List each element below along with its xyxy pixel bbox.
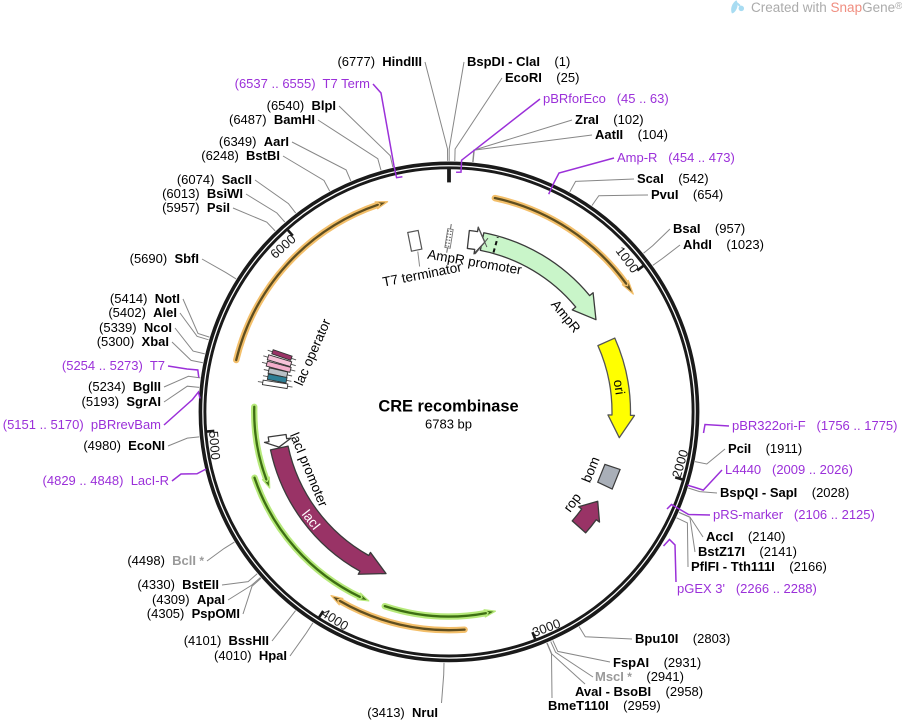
svg-text:(6013) BsiWI: (6013) BsiWI [162,186,243,201]
svg-text:(4330) BstEII: (4330) BstEII [137,577,219,592]
svg-text:pBRforEco (45 .. 63): pBRforEco (45 .. 63) [543,91,669,106]
svg-text:Created with SnapGene®: Created with SnapGene® [751,0,902,15]
svg-text:6783 bp: 6783 bp [425,417,472,432]
svg-text:ori: ori [611,379,628,396]
svg-text:(6349) AarI: (6349) AarI [219,134,289,149]
svg-text:Bpu10I (2803): Bpu10I (2803) [635,631,730,646]
svg-text:(6074) SacII: (6074) SacII [177,172,252,187]
svg-text:(4498) BclI *: (4498) BclI * [127,553,204,568]
svg-text:L4440 (2009 .. 2026): L4440 (2009 .. 2026) [725,462,853,477]
svg-text:(5254 .. 5273) T7: (5254 .. 5273) T7 [62,358,165,373]
svg-text:AccI (2140): AccI (2140) [706,529,786,544]
svg-text:(6777) HindIII: (6777) HindIII [337,54,422,69]
svg-text:(5300) XbaI: (5300) XbaI [97,334,169,349]
svg-text:(4305) PspOMI: (4305) PspOMI [147,606,240,621]
svg-text:(4829 .. 4848) LacI-R: (4829 .. 4848) LacI-R [43,473,169,488]
svg-text:pBR322ori-F (1756 .. 1775): pBR322ori-F (1756 .. 1775) [732,418,897,433]
svg-text:(5151 .. 5170) pBRrevBam: (5151 .. 5170) pBRrevBam [3,417,161,432]
svg-text:(4980) EcoNI: (4980) EcoNI [83,438,165,453]
svg-text:(5402) AleI: (5402) AleI [108,305,177,320]
svg-text:AatII (104): AatII (104) [595,127,668,142]
svg-text:5000: 5000 [206,430,223,460]
svg-text:ScaI (542): ScaI (542) [637,171,709,186]
svg-text:(6487) BamHI: (6487) BamHI [229,112,315,127]
svg-text:PciI (1911): PciI (1911) [728,441,802,456]
svg-text:ZraI (102): ZraI (102) [575,112,644,127]
svg-text:(6248) BstBI: (6248) BstBI [201,148,280,163]
svg-text:pGEX 3' (2266 .. 2288): pGEX 3' (2266 .. 2288) [677,581,817,596]
svg-text:CRE recombinase: CRE recombinase [378,398,518,416]
svg-text:Amp-R (454 .. 473): Amp-R (454 .. 473) [617,150,735,165]
svg-text:(5234) BglII: (5234) BglII [88,379,161,394]
svg-text:AvaI - BsoBI (2958): AvaI - BsoBI (2958) [575,684,703,699]
svg-text:EcoRI (25): EcoRI (25) [505,70,579,85]
svg-text:AhdI (1023): AhdI (1023) [683,237,764,252]
svg-text:(4010) HpaI: (4010) HpaI [214,648,287,663]
svg-text:(4309) ApaI: (4309) ApaI [152,592,225,607]
svg-text:PflFI - Tth111I (2166): PflFI - Tth111I (2166) [691,559,827,574]
svg-text:(4101) BssHII: (4101) BssHII [184,633,269,648]
svg-text:(6537 .. 6555) T7 Term: (6537 .. 6555) T7 Term [235,76,370,91]
svg-text:(5414) NotI: (5414) NotI [110,291,180,306]
svg-text:pRS-marker (2106 .. 2125): pRS-marker (2106 .. 2125) [713,507,875,522]
svg-text:BstZ17I (2141): BstZ17I (2141) [698,544,797,559]
svg-text:BspQI - SapI (2028): BspQI - SapI (2028) [720,485,849,500]
svg-text:(6540) BlpI: (6540) BlpI [267,98,336,113]
svg-text:(5339) NcoI: (5339) NcoI [99,320,172,335]
svg-text:(5193) SgrAI: (5193) SgrAI [82,394,161,409]
svg-text:(5957) PsiI: (5957) PsiI [162,200,230,215]
svg-text:BsaI (957): BsaI (957) [673,221,745,236]
svg-text:(5690) SbfI: (5690) SbfI [130,251,199,266]
svg-text:BspDI - ClaI (1): BspDI - ClaI (1) [467,54,570,69]
svg-text:FspAI (2931): FspAI (2931) [613,655,701,670]
svg-text:MscI * (2941): MscI * (2941) [595,669,684,684]
svg-text:PvuI (654): PvuI (654) [651,187,723,202]
svg-text:BmeT110I (2959): BmeT110I (2959) [548,698,661,713]
svg-text:(3413) NruI: (3413) NruI [367,705,438,720]
